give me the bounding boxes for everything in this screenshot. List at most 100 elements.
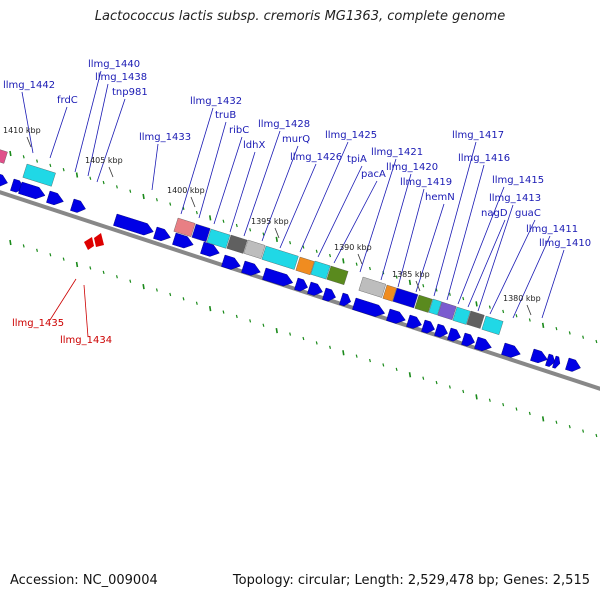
forward-cds-25 bbox=[530, 348, 548, 364]
gene-leader-line bbox=[317, 165, 363, 258]
gene-leader-line bbox=[541, 249, 565, 319]
marker-top-4 bbox=[62, 168, 65, 172]
reverse-cds-1434 bbox=[94, 233, 104, 247]
marker-bottom-27 bbox=[369, 358, 371, 363]
gene-leader-line bbox=[83, 284, 89, 338]
marker-bottom-30 bbox=[408, 372, 412, 378]
marker-bottom-40 bbox=[541, 416, 545, 422]
forward-cds-22 bbox=[461, 332, 475, 347]
gene-label: llmg_1428 bbox=[258, 119, 310, 130]
gene-label: llmg_1425 bbox=[325, 130, 377, 141]
marker-bottom-23 bbox=[315, 341, 318, 345]
marker-top-15 bbox=[208, 215, 212, 221]
gene-leader-line bbox=[243, 130, 281, 237]
marker-top-1 bbox=[22, 155, 25, 159]
feature-band-5 bbox=[226, 234, 248, 254]
gene-label: llmg_1442 bbox=[3, 80, 55, 91]
gene-leader-line bbox=[49, 278, 77, 321]
forward-cds-23 bbox=[474, 336, 492, 352]
marker-top-3 bbox=[49, 163, 52, 168]
marker-top-43 bbox=[582, 335, 585, 339]
gene-label: murQ bbox=[282, 134, 310, 145]
marker-top-7 bbox=[102, 180, 105, 185]
marker-top-31 bbox=[422, 284, 425, 288]
forward-cds-2 bbox=[18, 181, 46, 200]
scale-tick-label: 1390 kbp bbox=[334, 243, 372, 252]
marker-bottom-44 bbox=[595, 433, 598, 438]
gene-leader-line bbox=[198, 121, 227, 219]
scale-tick-mark bbox=[274, 227, 280, 239]
forward-cds-3 bbox=[46, 190, 64, 206]
reverse-cds-1435 bbox=[84, 237, 94, 250]
marker-top-16 bbox=[222, 219, 225, 223]
forward-cds-28 bbox=[565, 357, 581, 372]
feature-band-7 bbox=[261, 245, 299, 270]
marker-top-44 bbox=[595, 339, 598, 344]
marker-bottom-13 bbox=[182, 297, 185, 301]
marker-bottom-19 bbox=[262, 323, 265, 327]
marker-bottom-10 bbox=[142, 283, 145, 290]
forward-cds-8 bbox=[200, 241, 220, 257]
forward-cds-13 bbox=[307, 281, 323, 296]
forward-cds-4 bbox=[70, 198, 86, 213]
page-title: Lactococcus lactis subsp. cremoris MG136… bbox=[94, 9, 506, 24]
marker-bottom-17 bbox=[235, 314, 238, 319]
feature-band-4 bbox=[206, 228, 231, 249]
forward-cds-18 bbox=[406, 314, 422, 329]
marker-top-29 bbox=[395, 275, 398, 279]
marker-top-10 bbox=[142, 193, 145, 200]
feature-band-10 bbox=[326, 265, 349, 285]
gene-label: llmg_1435 bbox=[12, 318, 64, 329]
marker-top-38 bbox=[515, 314, 518, 318]
feature-band-9 bbox=[310, 260, 331, 280]
marker-bottom-29 bbox=[395, 367, 398, 372]
marker-bottom-12 bbox=[169, 292, 172, 297]
feature-band-18 bbox=[466, 310, 485, 329]
scale-tick-label: 1405 kbp bbox=[85, 156, 123, 165]
marker-top-9 bbox=[129, 189, 132, 193]
gene-leader-line bbox=[467, 219, 506, 308]
gene-label: llmg_1420 bbox=[386, 162, 438, 173]
marker-bottom-3 bbox=[49, 253, 52, 257]
feature-band-17 bbox=[452, 306, 471, 325]
marker-top-27 bbox=[369, 266, 371, 271]
gene-leader-line bbox=[380, 173, 412, 281]
marker-top-12 bbox=[169, 202, 172, 206]
scale-tick-mark bbox=[415, 280, 421, 292]
forward-cds-19 bbox=[421, 319, 435, 334]
forward-cds-7 bbox=[172, 232, 194, 249]
gene-label: llmg_1438 bbox=[95, 72, 147, 83]
gene-label: llmg_1434 bbox=[60, 335, 112, 346]
marker-top-18 bbox=[249, 228, 252, 232]
gene-leader-line bbox=[477, 204, 514, 312]
feature-band-19 bbox=[481, 315, 504, 335]
forward-cds-24 bbox=[501, 342, 521, 358]
gene-leader-line bbox=[446, 164, 485, 301]
forward-cds-0 bbox=[0, 172, 8, 187]
gene-label: llmg_1415 bbox=[492, 175, 544, 186]
forward-cds-12 bbox=[294, 277, 308, 292]
gene-leader-line bbox=[74, 70, 102, 173]
marker-top-36 bbox=[488, 305, 491, 309]
forward-cds-21 bbox=[447, 327, 461, 342]
marker-top-2 bbox=[36, 159, 39, 163]
gene-label: nagD bbox=[481, 208, 508, 219]
marker-top-19 bbox=[262, 232, 265, 236]
marker-top-24 bbox=[329, 253, 332, 258]
marker-bottom-37 bbox=[502, 402, 505, 407]
marker-bottom-32 bbox=[435, 380, 438, 385]
gene-label: llmg_1417 bbox=[452, 130, 504, 141]
forward-cds-11 bbox=[262, 267, 294, 287]
gene-leader-line bbox=[229, 151, 256, 233]
accession-text: Accession: NC_009004 bbox=[10, 573, 158, 588]
forward-cds-20 bbox=[434, 323, 448, 338]
marker-bottom-24 bbox=[329, 345, 332, 349]
scale-tick-mark bbox=[190, 196, 196, 208]
marker-top-23 bbox=[315, 249, 318, 253]
feature-band-2 bbox=[173, 217, 196, 237]
marker-bottom-4 bbox=[62, 257, 65, 261]
marker-top-0 bbox=[9, 150, 12, 157]
marker-bottom-25 bbox=[342, 350, 345, 356]
scale-tick-mark bbox=[26, 136, 32, 148]
